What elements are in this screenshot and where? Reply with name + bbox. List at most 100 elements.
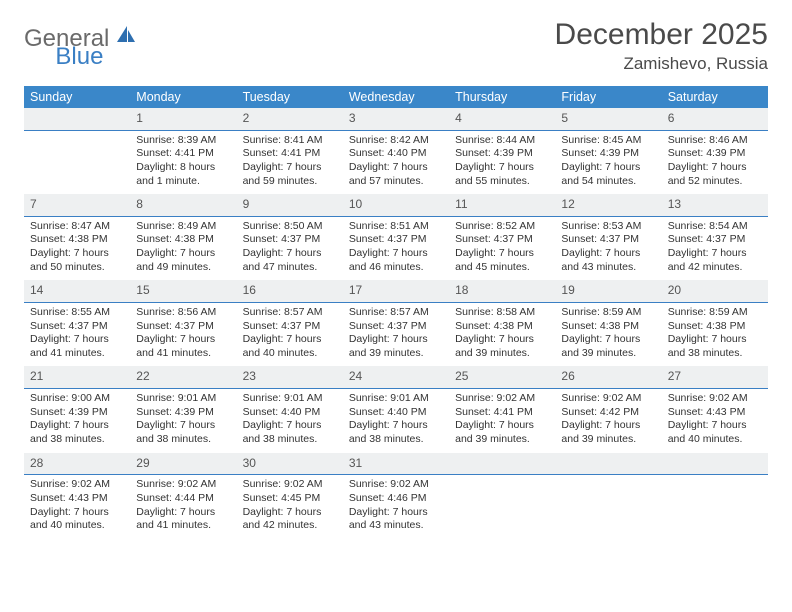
- day1-text: Daylight: 7 hours: [30, 247, 124, 261]
- sunrise-text: Sunrise: 9:02 AM: [30, 478, 124, 492]
- sunset-text: Sunset: 4:41 PM: [455, 406, 549, 420]
- day2-text: and 55 minutes.: [455, 175, 549, 189]
- day-number: 28: [24, 453, 130, 475]
- day2-text: and 42 minutes.: [668, 261, 762, 275]
- day2-text: and 41 minutes.: [30, 347, 124, 361]
- day-cell: Sunrise: 8:58 AMSunset: 4:38 PMDaylight:…: [449, 302, 555, 366]
- day-header: Wednesday: [343, 86, 449, 108]
- day-header: Saturday: [662, 86, 768, 108]
- day2-text: and 52 minutes.: [668, 175, 762, 189]
- day-number: [449, 453, 555, 475]
- day-cell: Sunrise: 8:59 AMSunset: 4:38 PMDaylight:…: [662, 302, 768, 366]
- sunset-text: Sunset: 4:41 PM: [243, 147, 337, 161]
- content-row: Sunrise: 9:02 AMSunset: 4:43 PMDaylight:…: [24, 475, 768, 539]
- sunset-text: Sunset: 4:40 PM: [243, 406, 337, 420]
- day-cell: Sunrise: 8:56 AMSunset: 4:37 PMDaylight:…: [130, 302, 236, 366]
- day-number: 5: [555, 108, 661, 130]
- sunrise-text: Sunrise: 8:49 AM: [136, 220, 230, 234]
- sunset-text: Sunset: 4:39 PM: [136, 406, 230, 420]
- day1-text: Daylight: 7 hours: [349, 333, 443, 347]
- day2-text: and 46 minutes.: [349, 261, 443, 275]
- day-cell: Sunrise: 8:42 AMSunset: 4:40 PMDaylight:…: [343, 130, 449, 194]
- day-cell: Sunrise: 9:02 AMSunset: 4:44 PMDaylight:…: [130, 475, 236, 539]
- sunrise-text: Sunrise: 8:57 AM: [243, 306, 337, 320]
- sunrise-text: Sunrise: 9:02 AM: [455, 392, 549, 406]
- day2-text: and 41 minutes.: [136, 347, 230, 361]
- logo-text-accent: Blue: [55, 43, 103, 71]
- day2-text: and 43 minutes.: [349, 519, 443, 533]
- day2-text: and 39 minutes.: [561, 433, 655, 447]
- day-number: 16: [237, 280, 343, 302]
- day2-text: and 41 minutes.: [136, 519, 230, 533]
- day1-text: Daylight: 7 hours: [136, 333, 230, 347]
- day-cell: Sunrise: 8:51 AMSunset: 4:37 PMDaylight:…: [343, 216, 449, 280]
- sunset-text: Sunset: 4:39 PM: [30, 406, 124, 420]
- day1-text: Daylight: 7 hours: [243, 506, 337, 520]
- day-number: 29: [130, 453, 236, 475]
- sunrise-text: Sunrise: 8:50 AM: [243, 220, 337, 234]
- sunset-text: Sunset: 4:42 PM: [561, 406, 655, 420]
- day-header: Friday: [555, 86, 661, 108]
- sunset-text: Sunset: 4:37 PM: [561, 233, 655, 247]
- day1-text: Daylight: 7 hours: [349, 419, 443, 433]
- day-number: 12: [555, 194, 661, 216]
- sunset-text: Sunset: 4:37 PM: [668, 233, 762, 247]
- day-cell: [449, 475, 555, 539]
- day2-text: and 38 minutes.: [349, 433, 443, 447]
- day1-text: Daylight: 7 hours: [455, 419, 549, 433]
- day2-text: and 39 minutes.: [455, 347, 549, 361]
- sunrise-text: Sunrise: 9:02 AM: [349, 478, 443, 492]
- day-number: 18: [449, 280, 555, 302]
- sunset-text: Sunset: 4:43 PM: [30, 492, 124, 506]
- day-header: Thursday: [449, 86, 555, 108]
- sunset-text: Sunset: 4:44 PM: [136, 492, 230, 506]
- day2-text: and 38 minutes.: [30, 433, 124, 447]
- sunrise-text: Sunrise: 8:44 AM: [455, 134, 549, 148]
- sunrise-text: Sunrise: 8:39 AM: [136, 134, 230, 148]
- sunrise-text: Sunrise: 9:02 AM: [561, 392, 655, 406]
- sunset-text: Sunset: 4:37 PM: [243, 233, 337, 247]
- day1-text: Daylight: 7 hours: [136, 419, 230, 433]
- header: General Blue December 2025 Zamishevo, Ru…: [24, 18, 768, 74]
- day-number: 1: [130, 108, 236, 130]
- day1-text: Daylight: 7 hours: [243, 333, 337, 347]
- sunrise-text: Sunrise: 9:01 AM: [243, 392, 337, 406]
- sunrise-text: Sunrise: 8:51 AM: [349, 220, 443, 234]
- day-cell: Sunrise: 8:41 AMSunset: 4:41 PMDaylight:…: [237, 130, 343, 194]
- day2-text: and 57 minutes.: [349, 175, 443, 189]
- day-number: 24: [343, 366, 449, 388]
- day2-text: and 40 minutes.: [668, 433, 762, 447]
- day-cell: Sunrise: 9:01 AMSunset: 4:40 PMDaylight:…: [343, 389, 449, 453]
- day-number: 31: [343, 453, 449, 475]
- sunset-text: Sunset: 4:39 PM: [668, 147, 762, 161]
- day-number: 7: [24, 194, 130, 216]
- sunrise-text: Sunrise: 8:55 AM: [30, 306, 124, 320]
- day-cell: Sunrise: 9:01 AMSunset: 4:39 PMDaylight:…: [130, 389, 236, 453]
- day-number: 4: [449, 108, 555, 130]
- day-number: 22: [130, 366, 236, 388]
- day-number: 30: [237, 453, 343, 475]
- sunset-text: Sunset: 4:38 PM: [136, 233, 230, 247]
- day-cell: Sunrise: 8:55 AMSunset: 4:37 PMDaylight:…: [24, 302, 130, 366]
- day-number: 14: [24, 280, 130, 302]
- sunset-text: Sunset: 4:39 PM: [455, 147, 549, 161]
- day-number: 10: [343, 194, 449, 216]
- day-cell: [555, 475, 661, 539]
- day-cell: Sunrise: 8:54 AMSunset: 4:37 PMDaylight:…: [662, 216, 768, 280]
- day-cell: Sunrise: 9:00 AMSunset: 4:39 PMDaylight:…: [24, 389, 130, 453]
- page-title: December 2025: [555, 18, 768, 52]
- day2-text: and 40 minutes.: [243, 347, 337, 361]
- day-cell: Sunrise: 8:47 AMSunset: 4:38 PMDaylight:…: [24, 216, 130, 280]
- day1-text: Daylight: 7 hours: [243, 419, 337, 433]
- location: Zamishevo, Russia: [555, 54, 768, 74]
- day-number: 8: [130, 194, 236, 216]
- sunset-text: Sunset: 4:40 PM: [349, 406, 443, 420]
- day-cell: Sunrise: 8:39 AMSunset: 4:41 PMDaylight:…: [130, 130, 236, 194]
- sunset-text: Sunset: 4:46 PM: [349, 492, 443, 506]
- day1-text: Daylight: 7 hours: [30, 506, 124, 520]
- daynum-row: 123456: [24, 108, 768, 130]
- day-number: 23: [237, 366, 343, 388]
- sunrise-text: Sunrise: 8:54 AM: [668, 220, 762, 234]
- day-number: 19: [555, 280, 661, 302]
- sunrise-text: Sunrise: 9:02 AM: [668, 392, 762, 406]
